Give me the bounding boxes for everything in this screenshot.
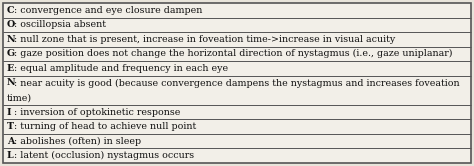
- Text: : latent (occlusion) nystagmus occurs: : latent (occlusion) nystagmus occurs: [14, 151, 194, 160]
- Text: : oscillopsia absent: : oscillopsia absent: [14, 20, 106, 29]
- Text: : gaze position does not change the horizontal direction of nystagmus (i.e., gaz: : gaze position does not change the hori…: [14, 49, 453, 58]
- Text: E: E: [7, 64, 14, 73]
- Text: : equal amplitude and frequency in each eye: : equal amplitude and frequency in each …: [14, 64, 228, 73]
- Text: : inversion of optokinetic response: : inversion of optokinetic response: [14, 108, 181, 117]
- Text: G: G: [7, 49, 15, 58]
- Text: N: N: [7, 79, 16, 87]
- Text: A: A: [7, 137, 14, 146]
- Text: C: C: [7, 6, 15, 15]
- Text: T: T: [7, 122, 14, 131]
- Text: : abolishes (often) in sleep: : abolishes (often) in sleep: [14, 137, 141, 146]
- Text: : turning of head to achieve null point: : turning of head to achieve null point: [14, 122, 196, 131]
- Text: I: I: [7, 108, 11, 117]
- Text: time): time): [7, 93, 32, 102]
- Text: O: O: [7, 20, 15, 29]
- Text: L: L: [7, 151, 14, 160]
- Text: : near acuity is good (because convergence dampens the nystagmus and increases f: : near acuity is good (because convergen…: [14, 79, 460, 87]
- Text: : convergence and eye closure dampen: : convergence and eye closure dampen: [14, 6, 202, 15]
- Text: : null zone that is present, increase in foveation time->increase in visual acui: : null zone that is present, increase in…: [14, 35, 395, 44]
- Text: N: N: [7, 35, 16, 44]
